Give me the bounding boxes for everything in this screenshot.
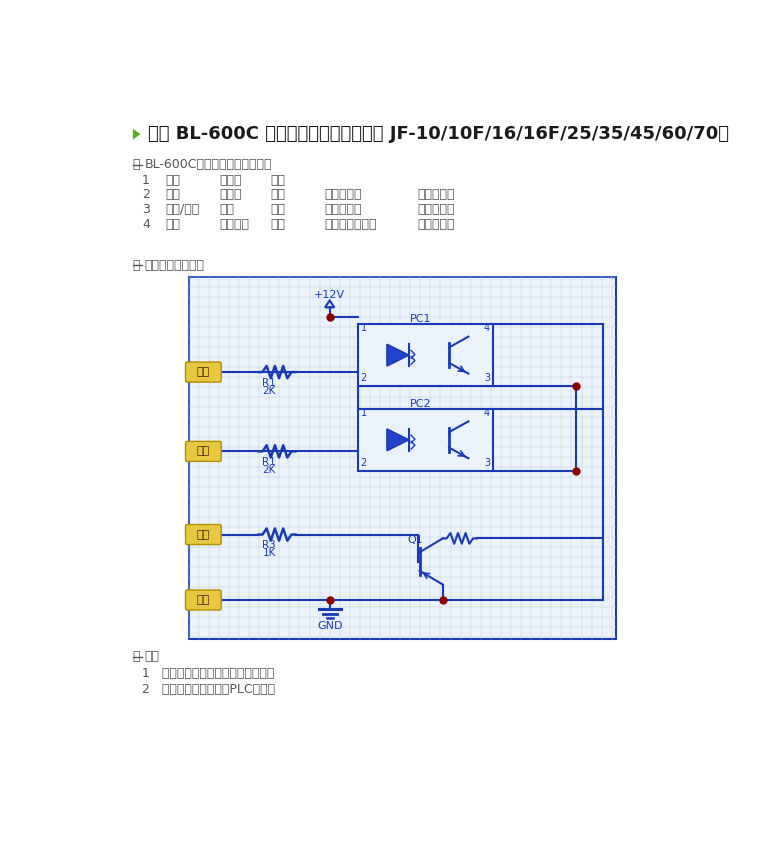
Bar [189, 277, 617, 638]
Text: 输入: 输入 [270, 203, 285, 216]
Text: 1: 1 [360, 408, 366, 418]
Text: 3: 3 [484, 458, 490, 468]
FancyBboxPatch shape [186, 590, 221, 610]
Text: 正反向: 正反向 [220, 189, 243, 201]
Text: 2K: 2K [262, 465, 276, 475]
Text: 启动: 启动 [220, 203, 235, 216]
Text: 黄线/灰线: 黄线/灰线 [165, 203, 200, 216]
Bar [357, 409, 493, 471]
Text: GND: GND [317, 621, 343, 632]
Text: 三: 三 [133, 651, 140, 663]
Text: R3: R3 [262, 541, 276, 551]
Text: 蓝线: 蓝线 [165, 189, 181, 201]
Text: 黑线: 黑线 [165, 173, 181, 187]
Text: 2: 2 [142, 189, 150, 201]
Polygon shape [133, 129, 141, 140]
Text: 公共端: 公共端 [220, 173, 243, 187]
Text: 拉电流输出: 拉电流输出 [417, 218, 454, 231]
Text: 扭矩到达: 扭矩到达 [220, 218, 249, 231]
Text: 棕线: 棕线 [197, 530, 210, 540]
Text: 3: 3 [484, 373, 490, 383]
Text: PC1: PC1 [410, 314, 431, 324]
Text: 蓝线: 蓝线 [197, 367, 210, 377]
FancyBboxPatch shape [186, 441, 221, 461]
Text: 输入: 输入 [270, 189, 285, 201]
Text: 1   电源前侧接口与电动螺丝刀连接。: 1 电源前侧接口与电动螺丝刀连接。 [142, 668, 275, 680]
Text: 1: 1 [142, 173, 150, 187]
Text: 1: 1 [360, 323, 366, 333]
Bar [357, 324, 493, 386]
Text: 电源: 电源 [270, 173, 285, 187]
Text: 集电极开路输出: 集电极开路输出 [324, 218, 376, 231]
Text: 2: 2 [360, 458, 367, 468]
Text: 4: 4 [484, 323, 490, 333]
Text: 输出: 输出 [270, 218, 285, 231]
Text: 高电平正转: 高电平正转 [417, 189, 454, 201]
Text: 低电平反转: 低电平反转 [324, 189, 362, 201]
Text: 2   电源后侧控制接口与PLC连接。: 2 电源后侧控制接口与PLC连接。 [142, 683, 275, 695]
FancyBboxPatch shape [186, 362, 221, 382]
Polygon shape [387, 429, 409, 450]
Text: 4: 4 [484, 408, 490, 418]
Text: 2: 2 [360, 373, 367, 383]
Text: 4: 4 [142, 218, 150, 231]
Text: R1: R1 [262, 457, 276, 467]
Text: 一: 一 [133, 158, 140, 172]
Text: 黄线: 黄线 [197, 446, 210, 456]
Text: 低电平启动: 低电平启动 [324, 203, 362, 216]
Text: +12V: +12V [314, 290, 345, 300]
FancyBboxPatch shape [186, 525, 221, 545]
Text: 控制接口内部电路: 控制接口内部电路 [145, 258, 204, 272]
Text: R1: R1 [262, 378, 276, 388]
Text: 黑线: 黑线 [197, 595, 210, 605]
Text: 棕线: 棕线 [165, 218, 181, 231]
Text: 2K: 2K [262, 386, 276, 396]
Text: 电源 BL-600C 信号输出接线方式（适合 JF-10/10F/16/16F/25/35/45/60/70）: 电源 BL-600C 信号输出接线方式（适合 JF-10/10F/16/16F/… [148, 125, 729, 143]
Text: 1K: 1K [262, 548, 276, 558]
Text: 3: 3 [142, 203, 150, 216]
Text: 二: 二 [133, 258, 140, 272]
Text: Q1: Q1 [407, 535, 423, 545]
Text: 链接: 链接 [145, 651, 159, 663]
Text: 高电平停止: 高电平停止 [417, 203, 454, 216]
Text: PC2: PC2 [410, 398, 431, 408]
Text: BL-600C电源后侧控制接口说明: BL-600C电源后侧控制接口说明 [145, 158, 272, 172]
Polygon shape [387, 344, 409, 366]
